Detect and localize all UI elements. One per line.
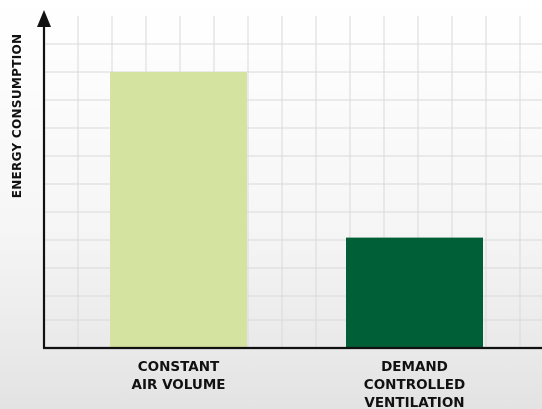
category-label-line: VENTILATION	[364, 395, 464, 409]
axes	[37, 10, 542, 350]
category-label-line: DEMAND	[381, 359, 448, 375]
category-label-line: CONSTANT	[138, 359, 220, 375]
bar-1	[110, 72, 247, 348]
bar-2	[346, 237, 483, 348]
category-label-line: AIR VOLUME	[132, 377, 226, 393]
category-label-2: DEMAND CONTROLLED VENTILATION	[364, 359, 465, 409]
y-axis-arrow-icon	[37, 10, 51, 27]
category-label-1: CONSTANT AIR VOLUME	[132, 359, 226, 393]
category-labels: CONSTANT AIR VOLUME DEMAND CONTROLLED VENTIL…	[132, 359, 466, 409]
category-label-line: CONTROLLED	[364, 377, 465, 393]
bars	[110, 72, 483, 348]
y-axis-label: ENERGY CONSUMPTION	[10, 34, 24, 199]
